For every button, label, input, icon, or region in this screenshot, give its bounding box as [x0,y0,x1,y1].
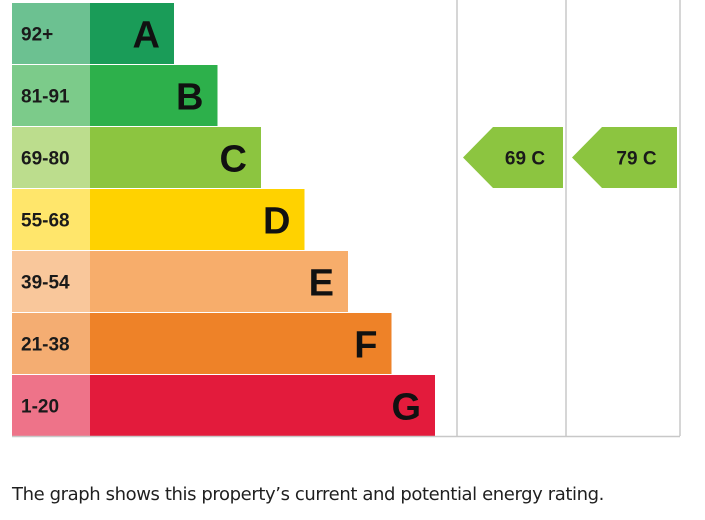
current-rating-arrow-label: 69 C [505,149,545,170]
chart-frame [12,0,681,438]
band-range-label: 39-54 [21,273,70,294]
band-b: 81-91 B [12,65,218,126]
energy-rating-chart: 92+ A81-91 B69-80 C55-68 D39-54 E21-38 F1-20 G … [12,0,681,438]
rating-arrows: 69 C 79 C [463,127,677,188]
band-range-cell [12,313,90,374]
rating-bands: 92+ A 81-91 B 69-80 C 55-68 D 39-54 E 21-38 F 1-20 G [12,3,435,436]
band-range-cell [12,189,90,250]
current-rating-arrow: 69 C [463,127,563,188]
band-bar [90,189,305,250]
potential-rating-arrow: 79 C [572,127,677,188]
band-bar [90,65,218,126]
band-e: 39-54 E [12,251,348,312]
band-letter: F [354,325,377,367]
band-letter: A [133,15,160,57]
band-letter: E [309,263,334,305]
band-range-cell [12,3,90,64]
band-range-label: 1-20 [21,397,59,418]
band-range-label: 55-68 [21,211,70,232]
band-range-label: 92+ [21,25,53,46]
band-letter: C [220,139,247,181]
band-bar [90,3,174,64]
band-letter: G [391,387,421,429]
band-range-label: 81-91 [21,87,70,108]
band-bar [90,251,348,312]
potential-rating-arrow-shape [572,127,677,188]
band-f: 21-38 F [12,313,392,374]
potential-rating-arrow-label: 79 C [616,149,656,170]
band-c: 69-80 C [12,127,261,188]
band-range-cell [12,65,90,126]
band-range-cell [12,375,90,436]
band-range-label: 21-38 [21,335,70,356]
band-letter: D [263,201,290,243]
band-range-label: 69-80 [21,149,70,170]
band-bar [90,127,261,188]
chart-caption: The graph shows this property’s current … [12,484,604,505]
band-range-cell [12,251,90,312]
band-bar [90,313,392,374]
band-d: 55-68 D [12,189,305,250]
band-a: 92+ A [12,3,174,64]
band-g: 1-20 G [12,375,435,436]
current-rating-arrow-shape [463,127,563,188]
band-bar [90,375,435,436]
band-range-cell [12,127,90,188]
band-letter: B [176,77,203,119]
